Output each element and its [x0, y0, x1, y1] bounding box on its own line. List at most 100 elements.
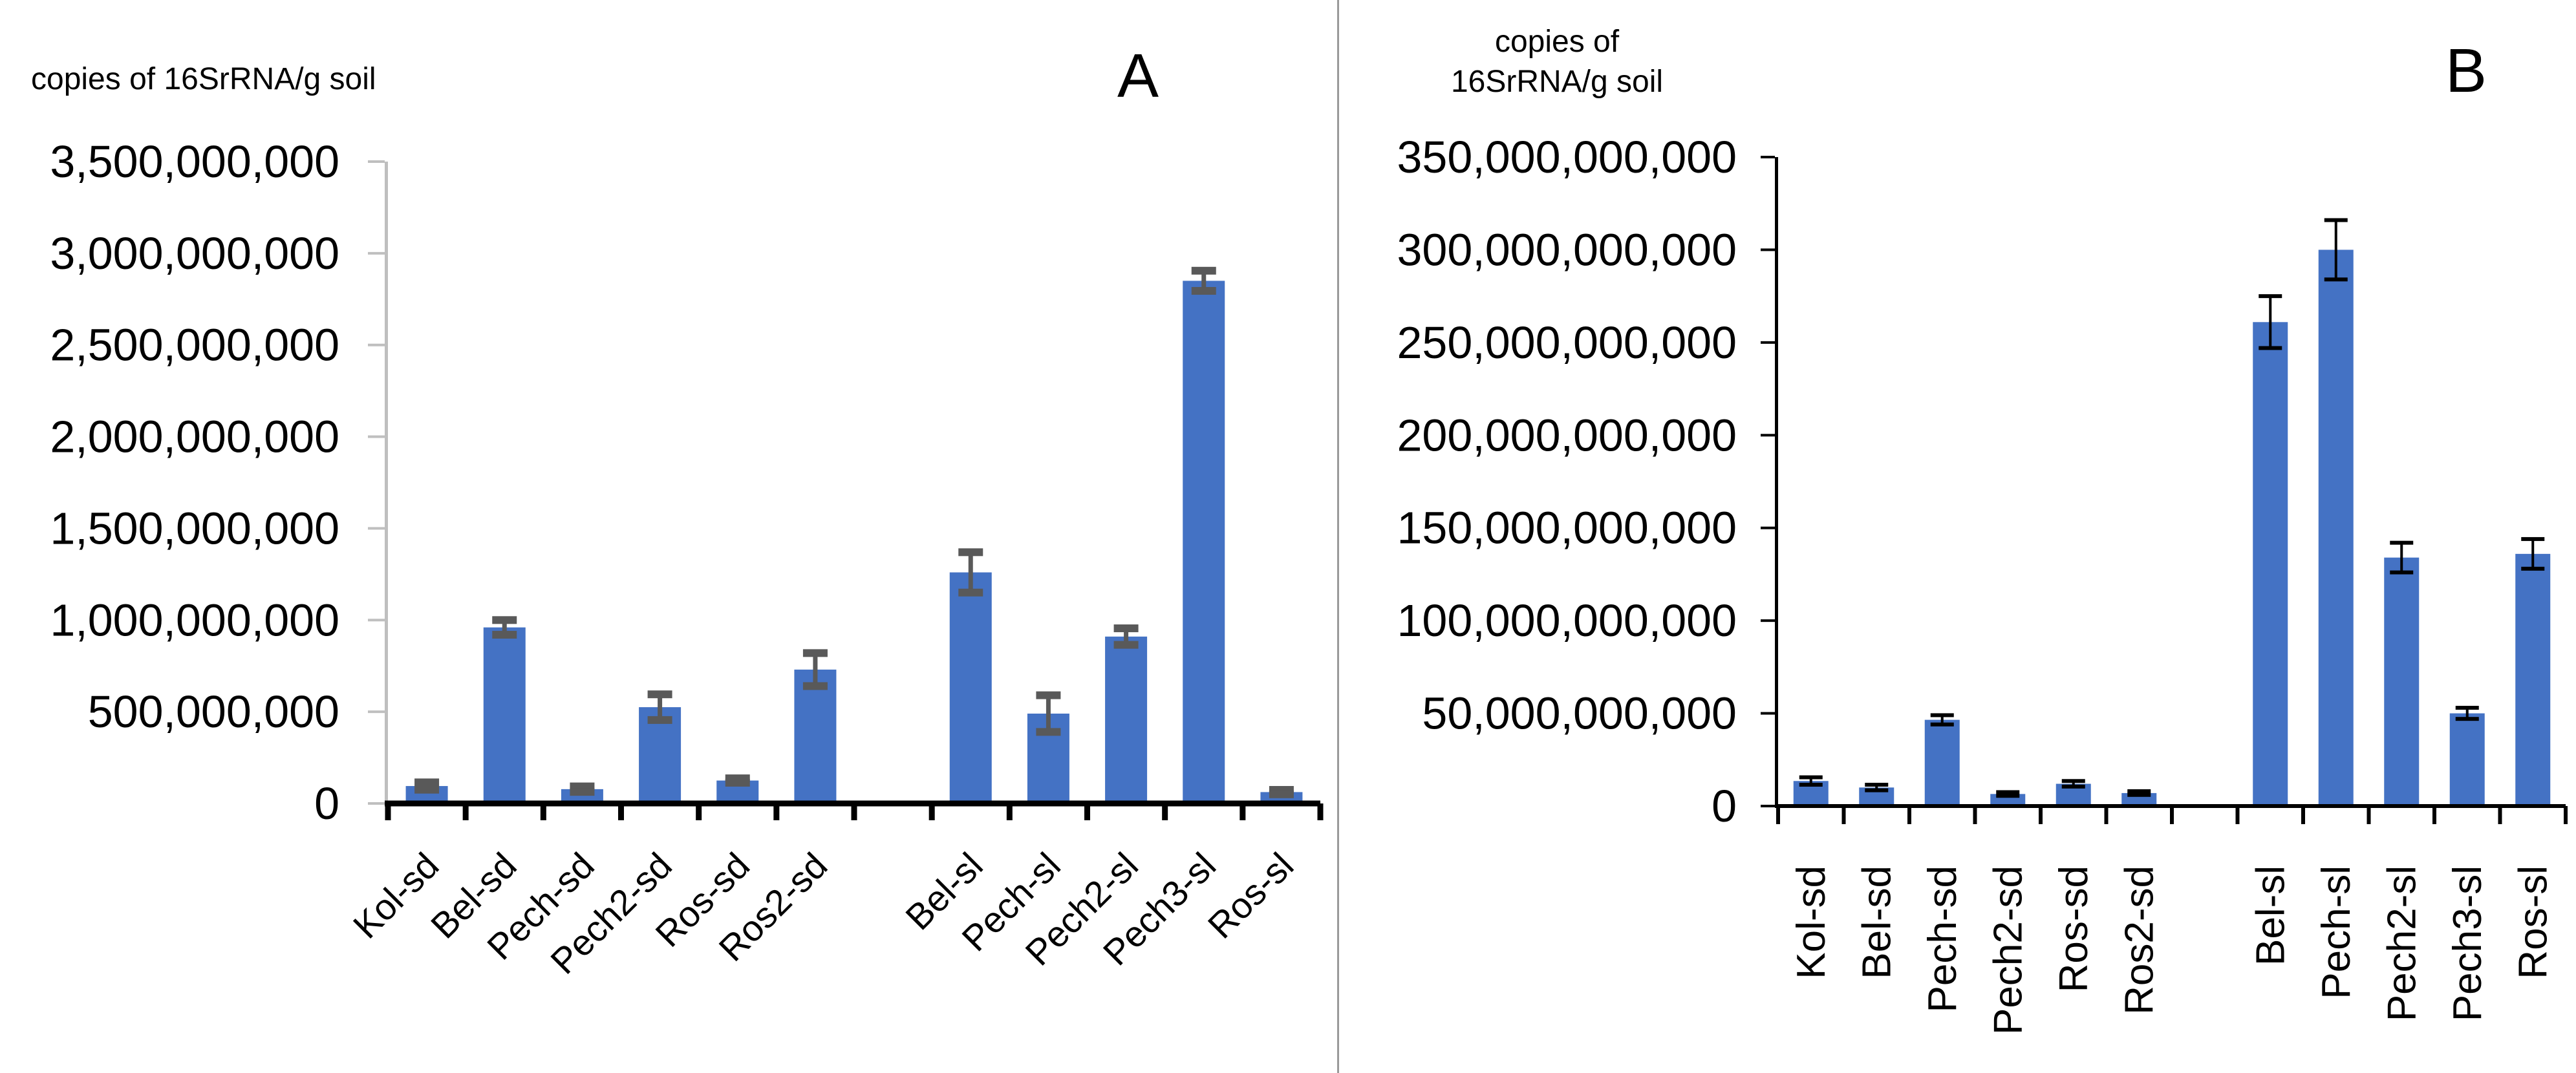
x-axis-tick	[2498, 806, 2502, 824]
x-axis-tick	[928, 803, 935, 820]
error-bar-cap-bottom	[802, 682, 828, 690]
y-tick-label: 250,000,000,000	[1397, 317, 1737, 368]
error-bar-cap-top	[2061, 779, 2085, 783]
error-bar-line	[2531, 538, 2535, 569]
chart-b-axis-title-line2: 16SrRNA/g soil	[1450, 65, 1664, 99]
error-bar-Kol-sd	[1799, 775, 1823, 787]
error-bar-cap-top	[1930, 713, 1954, 717]
y-axis-tick	[1761, 805, 1775, 807]
error-bar-cap-bottom	[1269, 790, 1294, 798]
error-bar-Bel-sd	[492, 616, 517, 639]
x-category-label-Pech2-sl: Pech2-sl	[2379, 866, 2424, 1021]
error-bar-cap-top	[1799, 775, 1823, 780]
x-axis-tick	[462, 803, 469, 820]
x-axis-tick	[1973, 806, 1977, 824]
error-bar-line	[2072, 781, 2075, 787]
x-axis-tick	[2039, 806, 2043, 824]
error-bar-cap-top	[492, 616, 517, 624]
error-bar-cap-top	[2521, 536, 2545, 541]
error-bar-Ros-sd	[725, 774, 750, 787]
error-bar-cap-bottom	[958, 588, 983, 597]
x-axis-tick	[1084, 803, 1090, 820]
x-axis-tick	[2301, 806, 2305, 824]
error-bar-cap-top	[1191, 266, 1216, 275]
y-axis-tick	[368, 619, 385, 622]
error-bar-cap-top	[2455, 705, 2479, 710]
error-bar-line	[968, 552, 973, 593]
error-bar-line	[1875, 785, 1878, 791]
y-tick-label: 0	[1712, 781, 1737, 831]
error-bar-cap-bottom	[2521, 566, 2545, 571]
y-tick-label: 1,500,000,000	[50, 503, 339, 553]
chart-panel-b: 0 50,000,000,000 100,000,000,000 150,000,00…	[1397, 132, 2568, 1035]
error-bar-Pech2-sd	[647, 690, 672, 724]
error-bar-Ros2-sd	[2127, 789, 2151, 797]
error-bar-Bel-sl	[2259, 294, 2282, 350]
error-bar-cap-bottom	[492, 630, 517, 639]
y-tick-label: 0	[314, 778, 339, 829]
bar-Bel-sl	[949, 572, 992, 803]
error-bar-Pech-sd	[570, 782, 595, 796]
error-bar-Ros-sl	[1269, 786, 1294, 798]
error-bar-cap-bottom	[1865, 788, 1889, 792]
error-bar-Pech2-sd	[1996, 790, 2020, 798]
bar-Pech2-sl	[2384, 557, 2420, 806]
chart-panel-a: 0 500,000,000 1,000,000,000 1,500,000,000 2,…	[50, 136, 1324, 982]
x-category-label-Kol-sd: Kol-sd	[345, 845, 447, 946]
bar-Pech3-sl	[1183, 281, 1225, 803]
error-bar-cap-top	[2390, 540, 2414, 545]
y-axis-line	[385, 162, 388, 803]
error-bar-cap-bottom	[1930, 722, 1954, 727]
bar-Pech-sl	[2318, 250, 2354, 806]
error-bar-cap-bottom	[1799, 783, 1823, 787]
x-axis-tick	[2235, 806, 2240, 824]
error-bar-cap-bottom	[2061, 784, 2085, 789]
y-tick-label: 300,000,000,000	[1397, 224, 1737, 275]
x-axis-tick	[773, 803, 780, 820]
y-tick-label: 200,000,000,000	[1397, 410, 1737, 460]
error-bar-line	[1809, 777, 1812, 785]
x-axis-tick	[2104, 806, 2109, 824]
error-bar-cap-top	[647, 690, 672, 699]
y-tick-label: 100,000,000,000	[1397, 595, 1737, 646]
error-bar-cap-bottom	[2259, 346, 2282, 350]
error-bar-Bel-sd	[1865, 783, 1889, 792]
error-bar-cap-top	[2259, 294, 2282, 299]
error-bar-cap-bottom	[414, 785, 440, 794]
y-axis-tick	[368, 527, 385, 530]
y-tick-label: 50,000,000,000	[1422, 688, 1737, 739]
y-tick-label: 500,000,000	[88, 686, 339, 737]
x-axis-tick	[1317, 803, 1324, 820]
y-axis-tick	[1761, 341, 1775, 344]
error-bar-cap-bottom	[2455, 717, 2479, 721]
x-axis-tick	[2564, 806, 2568, 824]
error-bar-cap-bottom	[1191, 287, 1216, 295]
error-bar-Pech-sl	[1036, 691, 1061, 736]
error-bar-cap-top	[2127, 789, 2151, 794]
x-category-label-Kol-sd: Kol-sd	[1789, 866, 1834, 979]
error-bar-Kol-sd	[414, 778, 440, 794]
panel-a-label: A	[1117, 41, 1159, 111]
y-axis-tick	[368, 435, 385, 438]
x-category-label-Pech3-sl: Pech3-sl	[2445, 866, 2490, 1021]
y-axis-tick	[368, 802, 385, 805]
y-tick-label: 2,000,000,000	[50, 412, 339, 462]
chart-a-axis-title: copies of 16SrRNA/g soil	[31, 62, 376, 96]
x-axis-tick	[1841, 806, 1846, 824]
y-tick-label: 2,500,000,000	[50, 320, 339, 370]
error-bar-line	[1046, 695, 1051, 732]
error-bar-cap-bottom	[1113, 641, 1139, 649]
bar-Ros2-sd	[794, 669, 837, 803]
y-axis-tick	[368, 343, 385, 346]
bar-Ros-sl	[2515, 553, 2551, 806]
bar-Bel-sd	[483, 627, 526, 803]
y-axis-tick	[1761, 526, 1775, 529]
x-axis-tick	[1162, 803, 1168, 820]
error-bar-Pech3-sl	[1191, 266, 1216, 295]
error-bar-line	[658, 694, 663, 720]
error-bar-cap-top	[1113, 624, 1139, 633]
x-category-label-Pech-sd: Pech-sd	[1920, 866, 1965, 1012]
y-axis-tick	[368, 710, 385, 714]
error-bar-cap-bottom	[2324, 277, 2348, 282]
